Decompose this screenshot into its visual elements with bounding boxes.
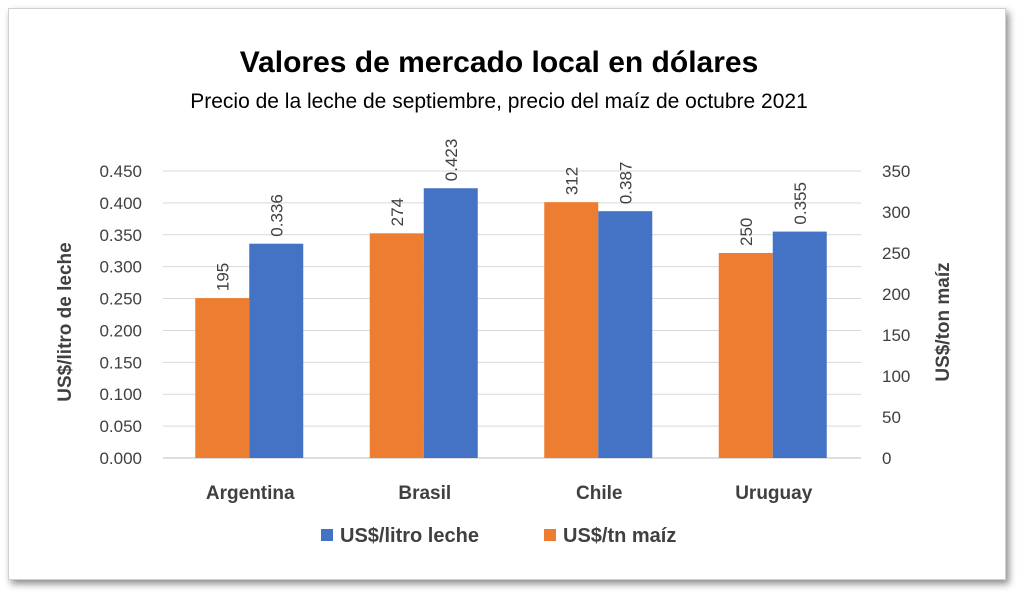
category-label: Brasil (398, 483, 451, 504)
left-tick-label: 0.400 (99, 194, 142, 213)
bar-maiz (718, 253, 773, 458)
chart-frame: Valores de mercado local en dólares Prec… (8, 8, 1006, 580)
bar-leche (249, 243, 304, 458)
data-label-leche: 0.423 (442, 139, 461, 182)
bar-leche (598, 211, 653, 458)
data-labels: 195 0.336 274 0.423 312 0.387 250 0.355 (213, 139, 810, 291)
left-tick-label: 0.150 (99, 353, 142, 372)
data-label-leche: 0.355 (791, 182, 810, 225)
chart: Valores de mercado local en dólares Prec… (55, 46, 954, 547)
right-tick-label: 300 (882, 203, 910, 222)
bar-maiz (369, 233, 424, 458)
bar-leche (423, 188, 478, 458)
right-tick-label: 150 (882, 326, 910, 345)
left-axis-ticks: 0.000 0.050 0.100 0.150 0.200 0.250 0.300 0.350… (99, 162, 142, 468)
right-tick-label: 100 (882, 367, 910, 386)
right-tick-label: 50 (882, 408, 901, 427)
legend-swatch-maiz (544, 529, 556, 541)
right-tick-label: 200 (882, 285, 910, 304)
left-tick-label: 0.450 (99, 162, 142, 181)
bar-leche (772, 231, 827, 458)
category-labels: Argentina Brasil Chile Uruguay (206, 483, 813, 504)
data-label-maiz: 250 (737, 218, 756, 246)
right-tick-label: 350 (882, 162, 910, 181)
chart-subtitle: Precio de la leche de septiembre, precio… (190, 90, 808, 113)
data-label-maiz: 312 (562, 167, 581, 195)
legend-swatch-leche (321, 529, 333, 541)
legend: US$/litro leche US$/tn maíz (321, 525, 676, 547)
left-tick-label: 0.200 (99, 321, 142, 340)
data-label-leche: 0.336 (267, 194, 286, 237)
left-tick-label: 0.250 (99, 290, 142, 309)
category-label: Argentina (206, 483, 295, 504)
data-label-maiz: 274 (388, 198, 407, 226)
data-label-maiz: 195 (213, 263, 232, 291)
left-tick-label: 0.100 (99, 385, 142, 404)
left-tick-label: 0.000 (99, 449, 142, 468)
right-axis-ticks: 0 50 100 150 200 250 300 350 (882, 162, 910, 468)
data-label-leche: 0.387 (616, 162, 635, 205)
left-tick-label: 0.300 (99, 258, 142, 277)
bars (195, 188, 827, 458)
chart-title: Valores de mercado local en dólares (240, 46, 759, 79)
bar-maiz (195, 298, 250, 458)
category-label: Chile (576, 483, 622, 504)
right-axis-title: US$/ton maíz (933, 262, 954, 381)
left-axis-title: US$/litro de leche (55, 242, 76, 401)
legend-label-maiz: US$/tn maíz (563, 525, 676, 547)
right-tick-label: 250 (882, 244, 910, 263)
category-label: Uruguay (735, 483, 813, 504)
left-tick-label: 0.350 (99, 226, 142, 245)
right-tick-label: 0 (882, 449, 891, 468)
legend-label-leche: US$/litro leche (340, 525, 479, 547)
bar-maiz (544, 202, 599, 458)
left-tick-label: 0.050 (99, 417, 142, 436)
